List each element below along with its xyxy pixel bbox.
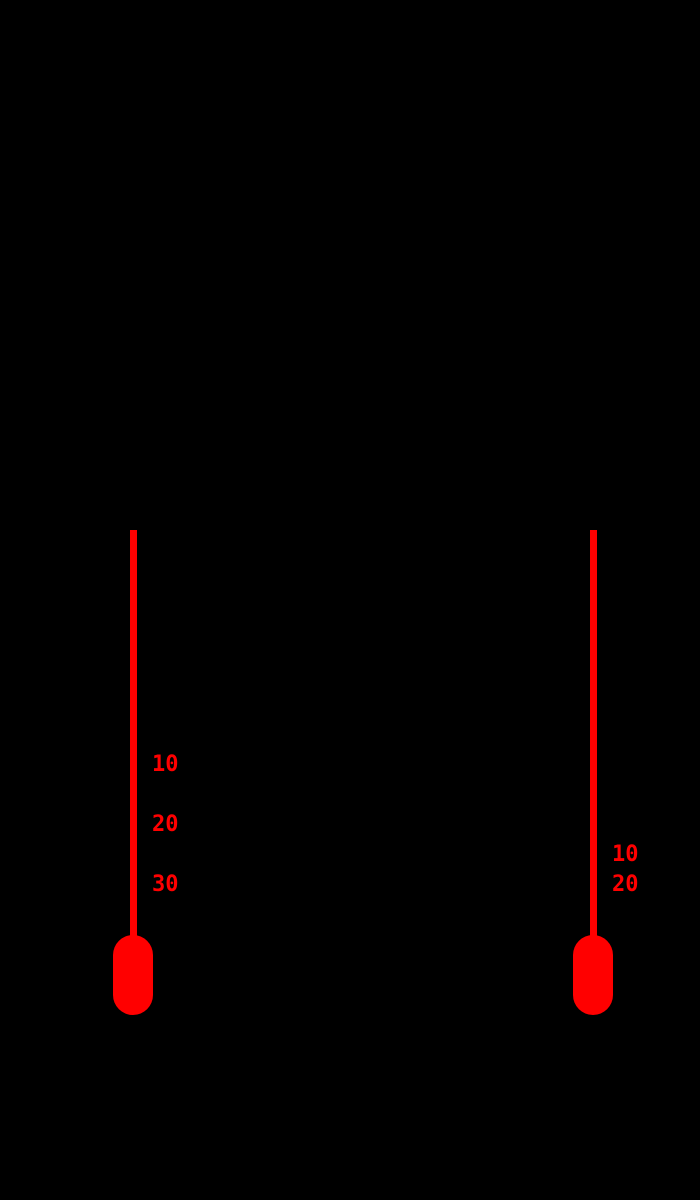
thermometer-left-label: 30 — [152, 872, 179, 897]
thermometer-right-bulb — [573, 935, 613, 1015]
diagram-root: 10 20 30 10 20 — [0, 0, 700, 1200]
thermometer-left-label: 10 — [152, 752, 179, 777]
thermometer-right-stem — [590, 530, 597, 950]
thermometer-left-bulb — [113, 935, 153, 1015]
thermometer-right-label: 10 — [612, 842, 639, 867]
thermometer-left-stem — [130, 530, 137, 950]
thermometer-left-label: 20 — [152, 812, 179, 837]
thermometer-right-label: 20 — [612, 872, 639, 897]
